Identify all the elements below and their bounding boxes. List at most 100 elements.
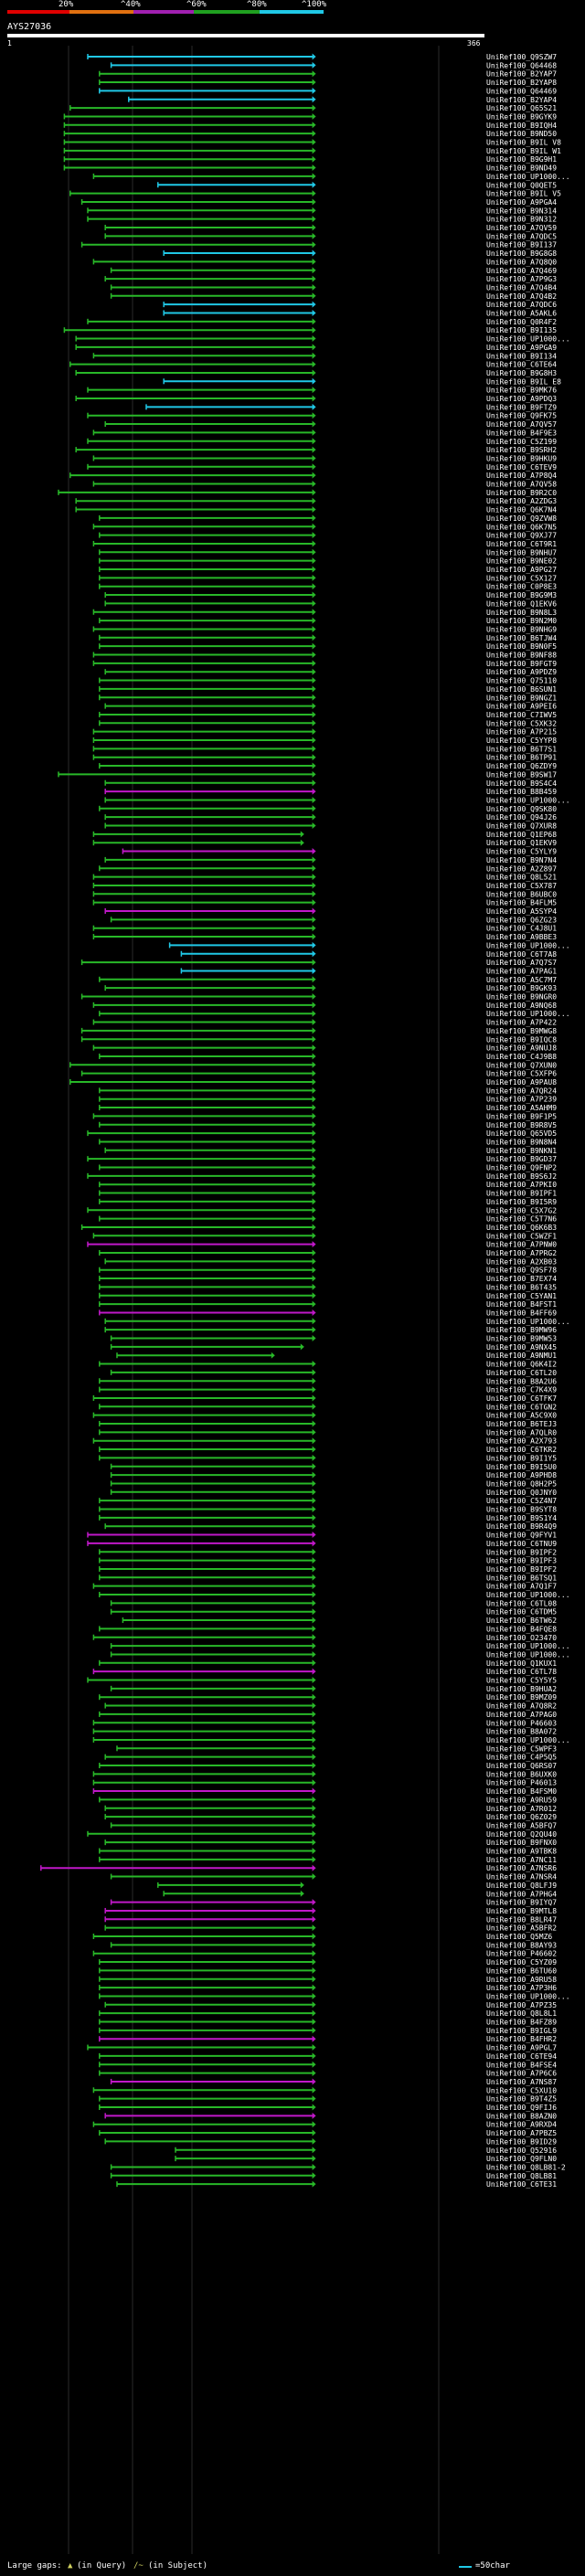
hit-row[interactable]: UniRef100_A7NC11 (99, 1856, 557, 1864)
hit-row[interactable]: UniRef100_UP1000... (92, 173, 570, 181)
hit-row[interactable]: UniRef100_B9SW17 (58, 770, 557, 779)
hit-row[interactable]: UniRef100_C6TEV9 (87, 463, 557, 472)
hit-label[interactable]: UniRef100_A7QDC6 (486, 301, 557, 309)
hit-label[interactable]: UniRef100_Q9ZVW8 (486, 514, 557, 523)
hit-row[interactable]: UniRef100_C5Z199 (87, 438, 557, 446)
hit-row[interactable]: UniRef100_A9TBK8 (99, 1848, 557, 1856)
hit-label[interactable]: UniRef100_B9IYQ7 (486, 1899, 557, 1907)
hit-label[interactable]: UniRef100_B8A072 (486, 1728, 557, 1736)
hit-label[interactable]: UniRef100_Q0R4F2 (486, 318, 557, 326)
hit-label[interactable]: UniRef100_A7QV58 (486, 481, 557, 489)
hit-row[interactable]: UniRef100_B6SUN1 (99, 685, 557, 694)
hit-label[interactable]: UniRef100_B9G8G8 (486, 249, 557, 258)
hit-label[interactable]: UniRef100_B9I137 (486, 241, 557, 249)
hit-label[interactable]: UniRef100_Q65S21 (486, 104, 557, 112)
hit-label[interactable]: UniRef100_A5C7M7 (486, 976, 557, 984)
hit-label[interactable]: UniRef100_Q1EKV9 (486, 839, 557, 847)
hit-row[interactable]: UniRef100_Q9SF78 (99, 1267, 557, 1275)
hit-row[interactable]: UniRef100_B9FNX0 (104, 1839, 557, 1847)
hit-row[interactable]: UniRef100_Q8LB81 (110, 2172, 558, 2180)
hit-label[interactable]: UniRef100_A7P422 (486, 1019, 557, 1027)
hit-label[interactable]: UniRef100_A5BFR2 (486, 1924, 557, 1933)
hit-label[interactable]: UniRef100_A7R012 (486, 1805, 557, 1813)
hit-label[interactable]: UniRef100_B9MZ09 (486, 1693, 557, 1701)
hit-row[interactable]: UniRef100_B9ND50 (63, 130, 557, 138)
hit-label[interactable]: UniRef100_B9IQH4 (486, 122, 557, 130)
hit-row[interactable]: UniRef100_C5X127 (99, 574, 557, 582)
hit-row[interactable]: UniRef100_Q9SK80 (99, 805, 557, 813)
hit-label[interactable]: UniRef100_B9S6J2 (486, 1172, 557, 1181)
hit-label[interactable]: UniRef100_B9I5U0 (486, 1463, 557, 1471)
hit-label[interactable]: UniRef100_B9NE02 (486, 557, 557, 566)
hit-label[interactable]: UniRef100_Q6RS07 (486, 1762, 557, 1770)
hit-row[interactable]: UniRef100_A5BFR2 (104, 1924, 557, 1933)
hit-label[interactable]: UniRef100_A7P6C6 (486, 2070, 557, 2078)
hit-label[interactable]: UniRef100_C6TL20 (486, 1369, 557, 1377)
hit-row[interactable]: UniRef100_B8A2U6 (99, 1377, 557, 1385)
hit-row[interactable]: UniRef100_B4FHR2 (99, 2035, 557, 2043)
hit-label[interactable]: UniRef100_A5SYP4 (486, 907, 557, 916)
hit-label[interactable]: UniRef100_B9NGZ1 (486, 694, 557, 702)
hit-row[interactable]: UniRef100_B9R2C0 (58, 489, 557, 497)
hit-row[interactable]: UniRef100_A9PAU8 (69, 1078, 557, 1087)
hit-row[interactable]: UniRef100_A7QV59 (104, 224, 557, 232)
hit-row[interactable]: UniRef100_B8AY93 (110, 1941, 558, 1949)
hit-row[interactable]: UniRef100_A9BBE3 (92, 933, 557, 941)
hit-row[interactable]: UniRef100_Q2QU40 (87, 1830, 557, 1839)
hit-label[interactable]: UniRef100_B9N312 (486, 216, 557, 224)
hit-label[interactable]: UniRef100_C6TE31 (486, 2180, 557, 2189)
hit-label[interactable]: UniRef100_B2YAP7 (486, 70, 557, 79)
hit-label[interactable]: UniRef100_Q8LFJ9 (486, 1882, 557, 1890)
hit-label[interactable]: UniRef100_B9N8L3 (486, 609, 557, 617)
hit-label[interactable]: UniRef100_B9NKN1 (486, 1147, 557, 1155)
hit-row[interactable]: UniRef100_A7P9G3 (104, 275, 557, 283)
hit-label[interactable]: UniRef100_A9NQ68 (486, 1002, 557, 1010)
hit-label[interactable]: UniRef100_B6TSQ1 (486, 1574, 557, 1582)
hit-label[interactable]: UniRef100_B9MW96 (486, 1326, 557, 1334)
hit-label[interactable]: UniRef100_C7IWV5 (486, 711, 557, 719)
hit-label[interactable]: UniRef100_A7PBZ5 (486, 2129, 557, 2137)
hit-row[interactable]: UniRef100_Q9FLN0 (175, 2155, 557, 2163)
hit-row[interactable]: UniRef100_C5YZ09 (99, 1958, 557, 1966)
hit-label[interactable]: UniRef100_B9I5R9 (486, 1198, 557, 1206)
hit-row[interactable]: UniRef100_Q8LB81-2 (110, 2163, 566, 2171)
hit-row[interactable]: UniRef100_B9ND49 (63, 164, 557, 173)
hit-row[interactable]: UniRef100_B8AZN0 (104, 2112, 557, 2120)
hit-label[interactable]: UniRef100_A7Q8R2 (486, 1702, 557, 1711)
hit-row[interactable]: UniRef100_A7QLR0 (99, 1428, 557, 1436)
hit-label[interactable]: UniRef100_Q9SZW7 (486, 53, 557, 61)
hit-row[interactable]: UniRef100_A9PG27 (99, 566, 557, 574)
hit-row[interactable]: UniRef100_B9MW53 (110, 1335, 558, 1343)
hit-row[interactable]: UniRef100_UP1000... (99, 1591, 570, 1599)
hit-row[interactable]: UniRef100_Q8L8L1 (99, 2009, 557, 2018)
hit-row[interactable]: UniRef100_A7PNW0 (87, 1241, 557, 1249)
hit-row[interactable]: UniRef100_Q64469 (99, 87, 557, 95)
hit-label[interactable]: UniRef100_A2Z897 (486, 864, 557, 873)
hit-row[interactable]: UniRef100_C6T7A8 (180, 950, 557, 959)
hit-label[interactable]: UniRef100_B9IQC8 (486, 1035, 557, 1044)
hit-label[interactable]: UniRef100_B9IL V8 (486, 139, 561, 147)
hit-row[interactable]: UniRef100_B6TEJ3 (99, 1420, 557, 1428)
hit-label[interactable]: UniRef100_C6TNU9 (486, 1540, 557, 1548)
hit-label[interactable]: UniRef100_Q65VD5 (486, 1129, 557, 1138)
hit-label[interactable]: UniRef100_Q94J26 (486, 813, 557, 822)
hit-row[interactable]: UniRef100_B9IYQ7 (110, 1899, 558, 1907)
hit-row[interactable]: UniRef100_A7PRG2 (99, 1249, 557, 1257)
hit-row[interactable]: UniRef100_A7QDC6 (163, 301, 557, 309)
hit-label[interactable]: UniRef100_B9N2M0 (486, 617, 557, 625)
hit-label[interactable]: UniRef100_C5YLY9 (486, 848, 557, 856)
hit-label[interactable]: UniRef100_A9PDZ9 (486, 668, 557, 676)
hit-label[interactable]: UniRef100_Q8LB81 (486, 2172, 557, 2180)
hit-label[interactable]: UniRef100_B9IPF2 (486, 1548, 557, 1556)
hit-row[interactable]: UniRef100_A5BFQ7 (110, 1821, 558, 1829)
hit-label[interactable]: UniRef100_Q6K4I2 (486, 1361, 557, 1369)
hit-row[interactable]: UniRef100_B9I5R9 (99, 1198, 557, 1206)
hit-label[interactable]: UniRef100_Q64469 (486, 87, 557, 95)
hit-label[interactable]: UniRef100_A9PGA9 (486, 344, 557, 352)
hit-row[interactable]: UniRef100_B9IL V8 (63, 139, 561, 147)
hit-row[interactable]: UniRef100_C6T9R1 (92, 540, 557, 548)
hit-label[interactable]: UniRef100_B4FST1 (486, 1300, 557, 1309)
hit-label[interactable]: UniRef100_B9HUA2 (486, 1685, 557, 1693)
hit-label[interactable]: UniRef100_C6TGN2 (486, 1403, 557, 1411)
hit-label[interactable]: UniRef100_A9NX45 (486, 1343, 557, 1352)
